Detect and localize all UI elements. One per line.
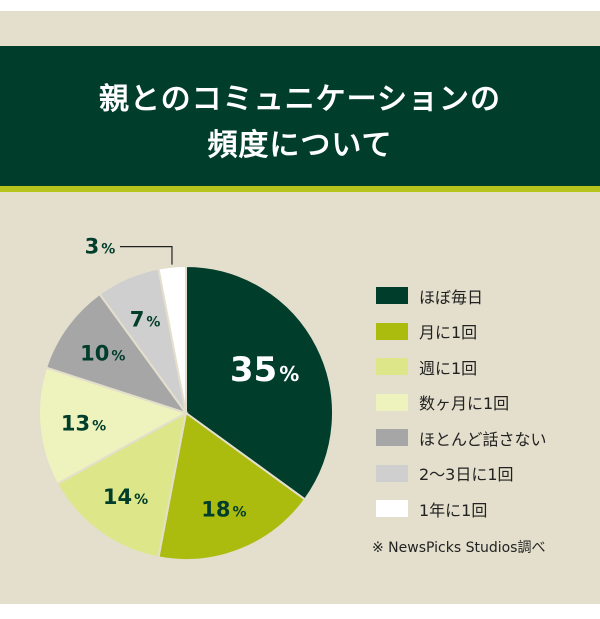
legend-swatch (376, 500, 408, 518)
slice-value-label: 13% (61, 412, 106, 436)
pie-slice (185, 264, 334, 501)
chart-title: 親とのコミュニケーションの 頻度について (0, 77, 600, 169)
source-note: ※ NewsPicks Studios調べ (372, 540, 546, 556)
legend-label: 1年に1回 (419, 500, 488, 520)
legend-item: 数ヶ月に1回 (376, 385, 547, 421)
pie-slice (44, 292, 189, 415)
legend-swatch (376, 393, 408, 411)
pie-slice (157, 264, 187, 414)
legend-item: ほぼ毎日 (376, 278, 547, 314)
pie-slice (55, 411, 188, 559)
legend-label: 数ヶ月に1回 (419, 394, 510, 414)
legend: ほぼ毎日月に1回週に1回数ヶ月に1回ほとんど話さない 2〜3日に1回 1年に1回 (376, 278, 547, 527)
chart-title-line-1: 親とのコミュニケーションの (98, 82, 502, 117)
chart-title-line-2: 頻度について (207, 128, 393, 163)
legend-item: 月に1回 (376, 314, 547, 350)
title-banner (0, 46, 600, 192)
legend-label: ほぼ毎日 (419, 287, 484, 307)
legend-item: 1年に1回 (376, 491, 547, 527)
slice-value-label: 10% (80, 342, 125, 366)
legend-swatch (376, 429, 408, 447)
legend-item: 2〜3日に1回 (376, 456, 547, 492)
leader-line (119, 246, 173, 265)
legend-item: ほとんど話さない (376, 420, 547, 456)
legend-swatch (376, 358, 408, 376)
legend-label: 2〜3日に1回 (419, 465, 514, 485)
slice-value-label: 3% (85, 235, 116, 259)
legend-swatch (376, 464, 408, 482)
legend-label: ほとんど話さない (419, 429, 547, 449)
legend-item: 週に1回 (376, 349, 547, 385)
legend-label: 週に1回 (419, 358, 478, 378)
slice-value-label: 14% (103, 485, 148, 509)
legend-label: 月に1回 (419, 323, 478, 343)
pie-slice (38, 366, 189, 486)
slice-value-label: 18% (201, 498, 246, 522)
legend-swatch (376, 287, 408, 305)
pie-slice (157, 411, 307, 561)
slice-value-label: 7% (130, 308, 161, 332)
slice-value-label: 35% (230, 350, 299, 390)
legend-swatch (376, 322, 408, 340)
